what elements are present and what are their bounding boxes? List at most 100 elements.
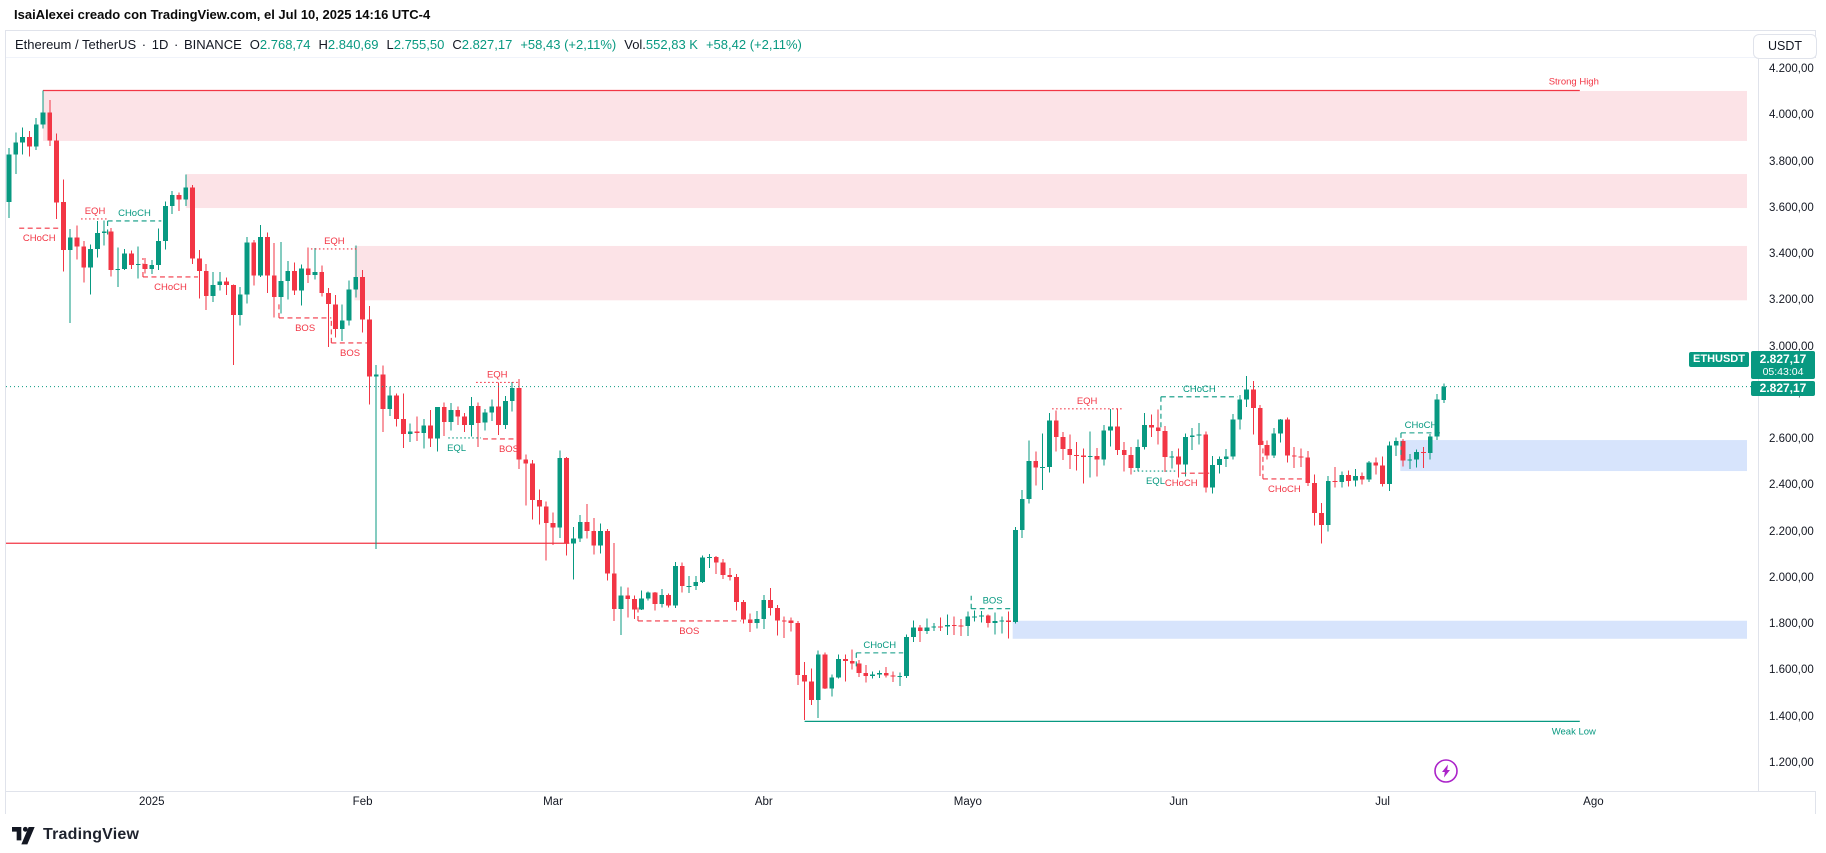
candle (938, 626, 943, 628)
exchange-label: BINANCE (183, 36, 242, 52)
candle (1257, 407, 1263, 445)
candle (251, 242, 257, 276)
annotation-label-choch: CHoCH (1405, 420, 1438, 431)
flash-icon[interactable] (1434, 759, 1458, 783)
time-axis[interactable]: 2025 Feb Mar Abr Mayo Jun Jul Ago (6, 791, 1815, 814)
candle (1407, 459, 1413, 461)
attribution-text: IsaiAlexei creado con TradingView.com, e… (14, 7, 431, 22)
time-tick: Ago (1583, 796, 1604, 808)
candle (224, 281, 229, 285)
candle (951, 625, 957, 627)
candle (394, 395, 399, 420)
candle (985, 615, 991, 623)
ohlc-low: L2.755,50 (386, 36, 445, 52)
candle (605, 531, 610, 574)
tradingview-logo-icon (12, 826, 35, 845)
annotation-label-eqh: EQH (487, 369, 508, 380)
price-tick: 3.800,00 (1769, 155, 1814, 168)
candle (1155, 427, 1161, 432)
candle (809, 681, 814, 700)
candle (1040, 466, 1045, 468)
candle (27, 137, 32, 147)
strong-high-line-label: Strong High (1549, 77, 1599, 88)
candle (550, 523, 556, 528)
candle (890, 675, 896, 677)
candle (367, 319, 372, 377)
candle (1162, 431, 1168, 457)
candle (679, 565, 685, 586)
candle (1210, 464, 1215, 488)
candle (924, 627, 930, 631)
annotation-label-choch: CHoCH (1268, 484, 1301, 495)
candle (537, 500, 542, 507)
candle (312, 271, 318, 275)
candle (666, 595, 671, 606)
candle (496, 406, 501, 425)
candle (584, 522, 590, 532)
ohlc-high: H2.840,69 (318, 36, 379, 52)
candle (686, 585, 692, 587)
price-axis[interactable]: 4.200,00 4.000,00 3.800,00 3.600,00 3.400,00… (1758, 58, 1816, 791)
candle (1183, 436, 1188, 465)
symbol-name: Ethereum / TetherUS (15, 36, 137, 52)
candle (788, 620, 794, 623)
candle (231, 284, 236, 315)
candle (1013, 530, 1018, 622)
annotation-label-eql: EQL (1146, 476, 1165, 487)
candle (373, 374, 379, 377)
candle (829, 677, 835, 689)
candle (380, 374, 386, 409)
candle (67, 237, 73, 251)
candle (285, 271, 291, 281)
candle (122, 253, 127, 269)
candle (564, 458, 569, 544)
annotation-label-choch: CHoCH (23, 233, 56, 244)
candle (1081, 455, 1086, 457)
price-tick: 3.600,00 (1769, 201, 1814, 214)
demand-zone-1 (1012, 620, 1747, 639)
footer-bar: TradingView (0, 817, 1826, 853)
candle (1312, 483, 1317, 514)
candle (523, 459, 529, 464)
candle (469, 406, 474, 425)
separator-dot: · (141, 36, 147, 52)
candle (333, 304, 338, 329)
candle (883, 673, 889, 676)
candle (1019, 499, 1025, 530)
chart-pane[interactable]: Strong High Weak Low CHoCH EQH CHoCH CHoCH BOS… (6, 58, 1758, 791)
candle (441, 407, 447, 422)
tradingview-logo[interactable]: TradingView (12, 825, 139, 845)
annotation-label-choch: CHoCH (1165, 478, 1198, 489)
price-line-label: 2.827,17 (1751, 381, 1815, 396)
candle (360, 277, 365, 320)
candle (1380, 465, 1385, 484)
candle (713, 557, 719, 563)
candle (1094, 455, 1100, 460)
candle (836, 658, 841, 678)
candle (503, 401, 508, 425)
candle (591, 531, 597, 546)
volume-change: +58,42 (+2,11%) (705, 36, 802, 52)
candle (625, 595, 631, 600)
candle (129, 253, 134, 266)
candle (775, 607, 780, 621)
annotation-label-bos: BOS (983, 596, 1003, 607)
currency-button[interactable]: USDT (1753, 34, 1817, 59)
annotation-label-eqh: EQH (1077, 396, 1098, 407)
candlestick-chart[interactable]: Strong High Weak Low CHoCH EQH CHoCH CHoCH BOS… (6, 58, 1758, 791)
bar-countdown: 05:43:04 (1762, 366, 1804, 378)
candle (156, 241, 161, 266)
candle (305, 268, 311, 275)
candle (965, 616, 971, 626)
candle (1353, 476, 1358, 481)
candle (278, 280, 284, 297)
candle (101, 231, 107, 233)
candle (945, 625, 950, 627)
candle (6, 154, 12, 202)
candle (958, 625, 964, 627)
candle (115, 268, 121, 270)
candle (258, 236, 263, 276)
candle (1074, 455, 1079, 457)
candle (326, 292, 331, 305)
candle (734, 577, 739, 602)
